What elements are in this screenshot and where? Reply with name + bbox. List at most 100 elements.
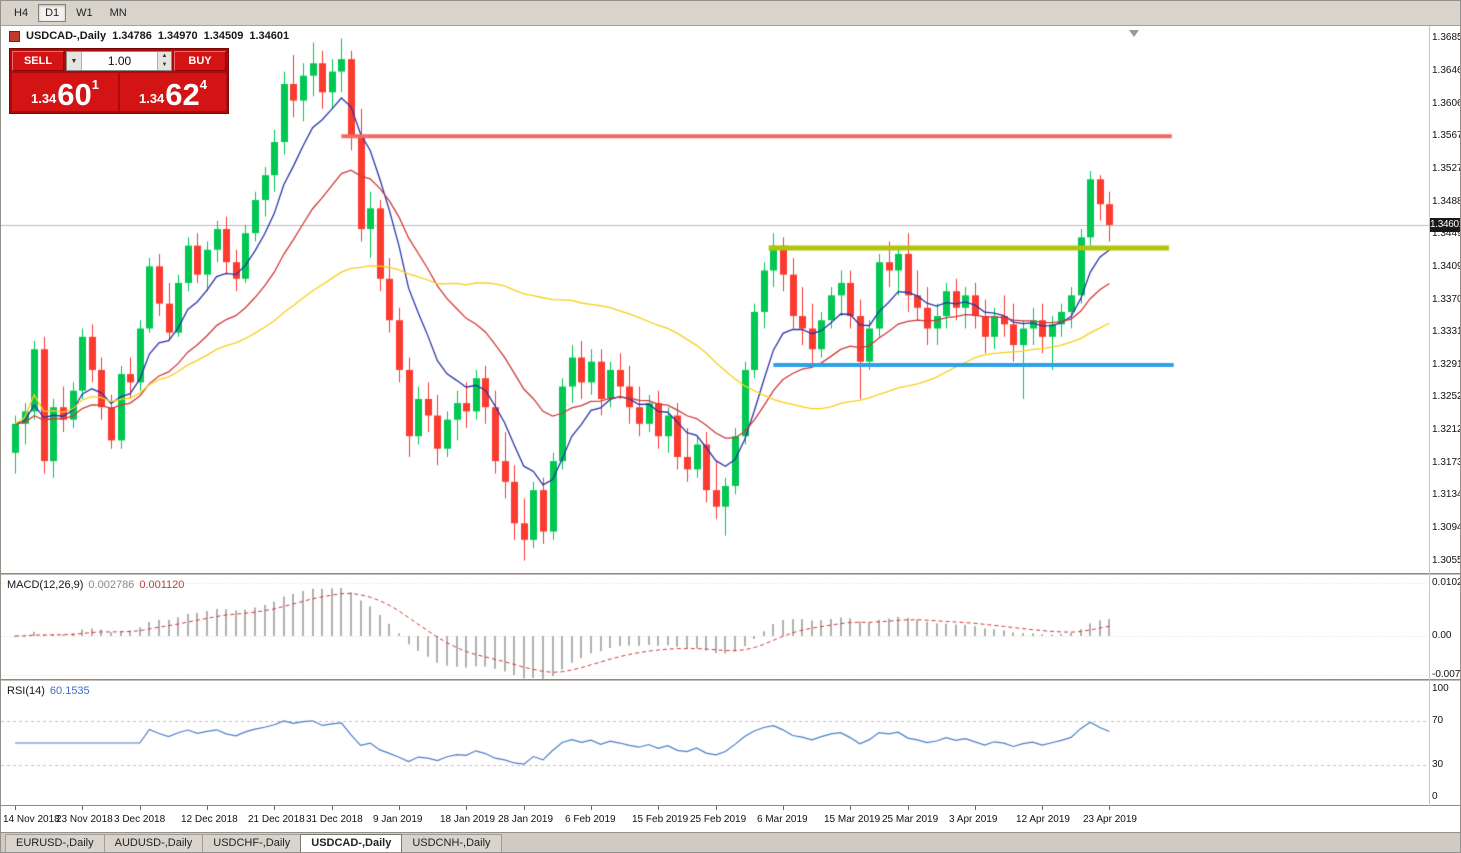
date-axis[interactable]: 14 Nov 2018 23 Nov 2018 3 Dec 2018 12 Dec 2… — [1, 806, 1460, 832]
one-click-trading-panel: SELL ▼ ▲▼ BUY 1.34 60 1 1.34 62 4 — [9, 48, 229, 114]
date-axis-tick — [82, 806, 83, 810]
tab-usdchf-daily[interactable]: USDCHF-,Daily — [202, 834, 302, 852]
macd-value-signal: 0.001120 — [139, 579, 185, 591]
date-axis-label: 6 Mar 2019 — [757, 814, 808, 825]
date-axis-tick — [591, 806, 592, 810]
chart-tab-bar: EURUSD-,Daily AUDUSD-,Daily USDCHF-,Daily U… — [1, 832, 1460, 852]
sell-price-big: 60 — [57, 76, 92, 112]
price-axis-label: 1.36460 — [1432, 64, 1460, 76]
chart-icon — [9, 30, 20, 42]
chart-low-quote: 1.34509 — [203, 30, 244, 42]
price-axis-label: 1.35670 — [1432, 130, 1460, 142]
rsi-axis-label: 30 — [1432, 758, 1444, 770]
date-axis-label: 6 Feb 2019 — [565, 814, 616, 825]
price-axis-label: 1.30940 — [1432, 522, 1460, 534]
price-axis-label: 1.31340 — [1432, 489, 1460, 501]
date-axis-label: 3 Apr 2019 — [949, 814, 998, 825]
tab-eurusd-daily[interactable]: EURUSD-,Daily — [5, 834, 105, 852]
rsi-name: RSI(14) — [7, 685, 45, 697]
date-axis-tick — [332, 806, 333, 810]
date-axis-label: 12 Dec 2018 — [181, 814, 238, 825]
chart-symbol: USDCAD-,Daily — [26, 30, 107, 42]
date-axis-tick — [658, 806, 659, 810]
timeframe-button-mn[interactable]: MN — [103, 4, 134, 22]
date-axis-tick — [975, 806, 976, 810]
date-axis-tick — [524, 806, 525, 810]
panel-splitter[interactable] — [1, 679, 1460, 681]
price-axis-label: 1.33700 — [1432, 293, 1460, 305]
chart-area: USDCAD-,Daily 1.34786 1.34970 1.34509 1.… — [1, 26, 1461, 832]
date-axis-tick — [466, 806, 467, 810]
price-axis-label: 1.30550 — [1432, 554, 1460, 566]
tab-usdcad-daily[interactable]: USDCAD-,Daily — [300, 834, 403, 852]
price-axis-label: 1.36060 — [1432, 97, 1460, 109]
date-axis-label: 28 Jan 2019 — [498, 814, 554, 825]
sell-price-sup: 1 — [91, 77, 100, 92]
date-axis-label: 25 Mar 2019 — [882, 814, 939, 825]
date-axis-label: 23 Nov 2018 — [56, 814, 113, 825]
date-axis-tick — [850, 806, 851, 810]
buy-button[interactable]: BUY — [174, 51, 226, 71]
date-axis-label: 14 Nov 2018 — [3, 814, 60, 825]
price-axis-label: 1.35270 — [1432, 163, 1460, 175]
chart-shift-marker[interactable] — [1129, 30, 1139, 37]
sell-button[interactable]: SELL — [12, 51, 64, 71]
timeframe-button-d1[interactable]: D1 — [38, 4, 67, 22]
date-axis-tick — [15, 806, 16, 810]
macd-axis-label: 0.010225 — [1432, 577, 1460, 588]
main-chart-canvas[interactable] — [1, 26, 1429, 573]
date-axis-label: 21 Dec 2018 — [248, 814, 305, 825]
chart-open-quote: 1.34786 — [112, 30, 152, 42]
volume-spinner[interactable]: ▲ ▼ — [157, 52, 171, 70]
rsi-label: RSI(14) 60.1535 — [7, 685, 90, 697]
date-axis-label: 12 Apr 2019 — [1016, 814, 1070, 825]
rsi-indicator-canvas[interactable] — [1, 681, 1429, 805]
buy-price-sup: 4 — [199, 77, 208, 92]
macd-axis-label: -0.00747 — [1432, 668, 1461, 680]
volume-dropdown-icon[interactable]: ▼ — [67, 52, 82, 70]
date-axis-label: 15 Mar 2019 — [824, 814, 881, 825]
panel-splitter[interactable] — [1, 573, 1460, 575]
timeframe-button-w1[interactable]: W1 — [69, 4, 100, 22]
tab-audusd-daily[interactable]: AUDUSD-,Daily — [103, 834, 204, 852]
chart-title: USDCAD-,Daily 1.34786 1.34970 1.34509 1.… — [9, 30, 289, 42]
rsi-axis-label: 70 — [1432, 715, 1444, 727]
macd-label: MACD(12,26,9) 0.002786 0.001120 — [7, 579, 184, 591]
rsi-value: 60.1535 — [49, 685, 90, 697]
price-axis-border — [1429, 26, 1430, 806]
date-axis-tick — [140, 806, 141, 810]
macd-value-main: 0.002786 — [88, 579, 135, 591]
date-axis-tick — [716, 806, 717, 810]
sell-price-display[interactable]: 1.34 60 1 — [12, 73, 118, 111]
buy-price-small: 1.34 — [138, 91, 165, 106]
buy-price-display[interactable]: 1.34 62 4 — [120, 73, 226, 111]
macd-indicator-canvas[interactable] — [1, 575, 1429, 679]
date-axis-label: 25 Feb 2019 — [690, 814, 747, 825]
timeframe-toolbar: H4 D1 W1 MN — [1, 1, 1460, 26]
chart-high-quote: 1.34970 — [157, 30, 198, 42]
rsi-axis-label: 0 — [1432, 791, 1438, 802]
macd-name: MACD(12,26,9) — [7, 579, 84, 591]
volume-input[interactable] — [82, 52, 157, 70]
spin-up-icon[interactable]: ▲ — [161, 53, 168, 59]
date-axis-label: 9 Jan 2019 — [373, 814, 423, 825]
date-axis-tick — [1042, 806, 1043, 810]
tab-usdcnh-daily[interactable]: USDCNH-,Daily — [401, 834, 502, 852]
date-axis-label: 31 Dec 2018 — [306, 814, 363, 825]
timeframe-button-h4[interactable]: H4 — [7, 4, 35, 22]
date-axis-label: 23 Apr 2019 — [1083, 814, 1137, 825]
sell-price-small: 1.34 — [30, 91, 57, 106]
date-axis-tick — [207, 806, 208, 810]
price-axis-label: 1.36850 — [1432, 32, 1460, 44]
date-axis-tick — [783, 806, 784, 810]
chart-close-quote: 1.34601 — [249, 30, 290, 42]
price-axis-label: 1.31730 — [1432, 456, 1460, 468]
spin-down-icon[interactable]: ▼ — [161, 62, 168, 68]
date-axis-tick — [399, 806, 400, 810]
volume-control[interactable]: ▼ ▲▼ — [66, 51, 172, 71]
price-axis-label: 1.32520 — [1432, 391, 1460, 403]
date-axis-label: 3 Dec 2018 — [114, 814, 166, 825]
date-axis-label: 18 Jan 2019 — [440, 814, 496, 825]
price-axis-label: 1.34090 — [1432, 261, 1460, 273]
